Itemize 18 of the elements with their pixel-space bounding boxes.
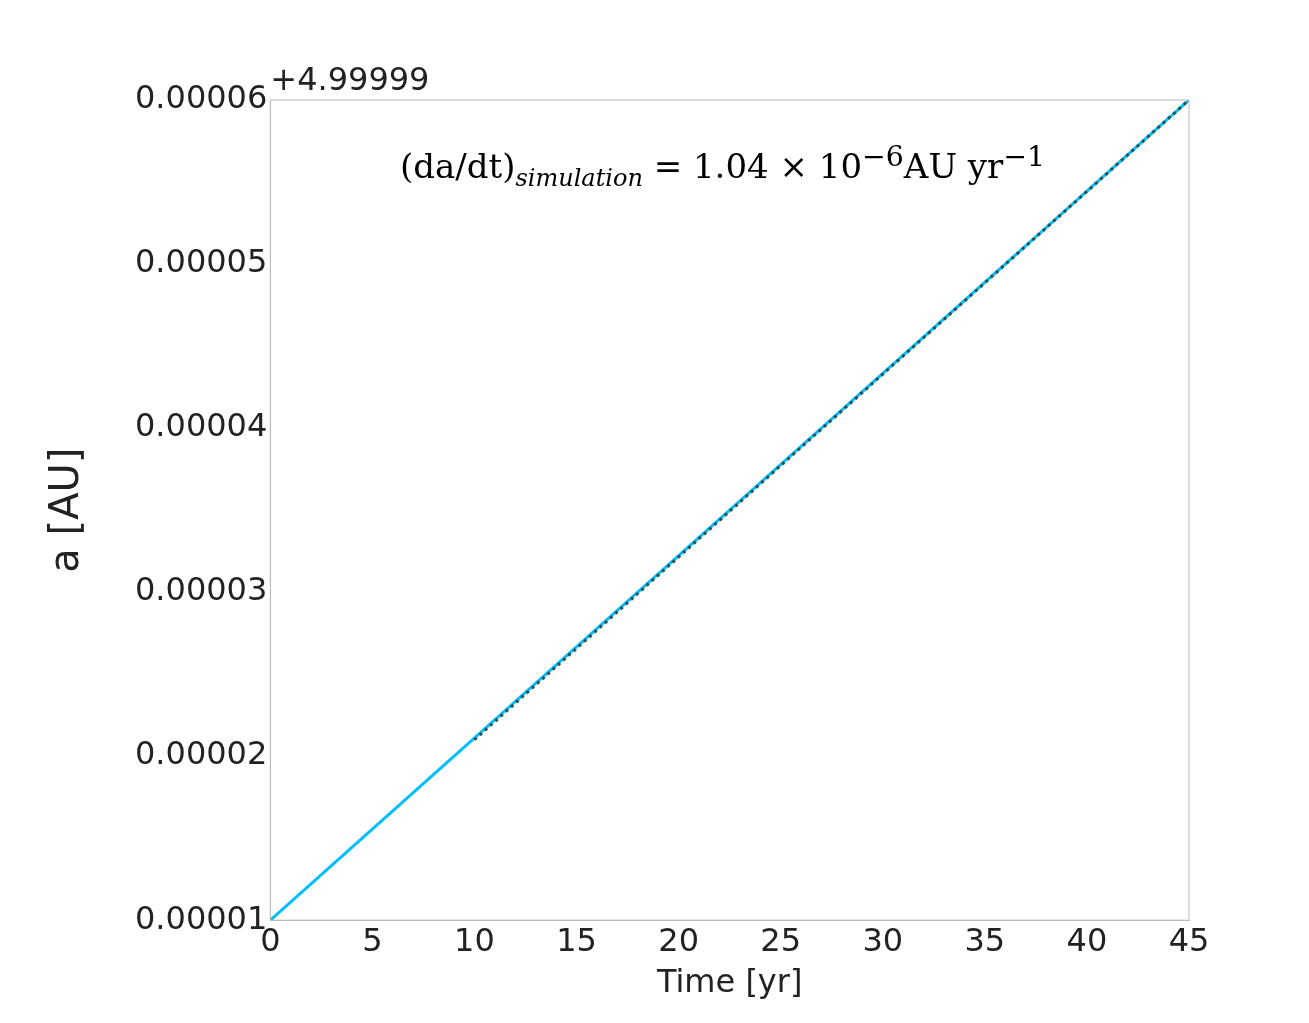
y-tick-label: 0.00005	[135, 242, 268, 281]
x-tick-label: 10	[454, 920, 495, 959]
y-tick-label: 0.00006	[135, 78, 268, 117]
y-tick-label: 0.00004	[135, 406, 268, 445]
x-tick-label: 30	[862, 920, 904, 959]
y-tick-label: 0.00003	[135, 570, 268, 609]
x-tick-label: 5	[362, 920, 383, 959]
y-tick-label: 0.00002	[135, 734, 268, 773]
x-tick-label: 45	[1168, 920, 1210, 959]
annotation: (da/dt)$_{simulation}$ = 1.04 × 10$^{−6}$AU yr$^{−1}$	[400, 140, 1046, 193]
x-tick-label: 15	[556, 920, 597, 959]
x-tick-label: 40	[1066, 920, 1108, 959]
text: +4.99999	[270, 60, 430, 99]
x-tick-label: 25	[760, 920, 802, 959]
x-tick-label: 20	[658, 920, 699, 959]
x-tick-label: 35	[964, 920, 1006, 959]
y-axis-title: a [AU]	[41, 447, 88, 573]
x-axis-title: Time [yr]	[655, 962, 803, 1001]
